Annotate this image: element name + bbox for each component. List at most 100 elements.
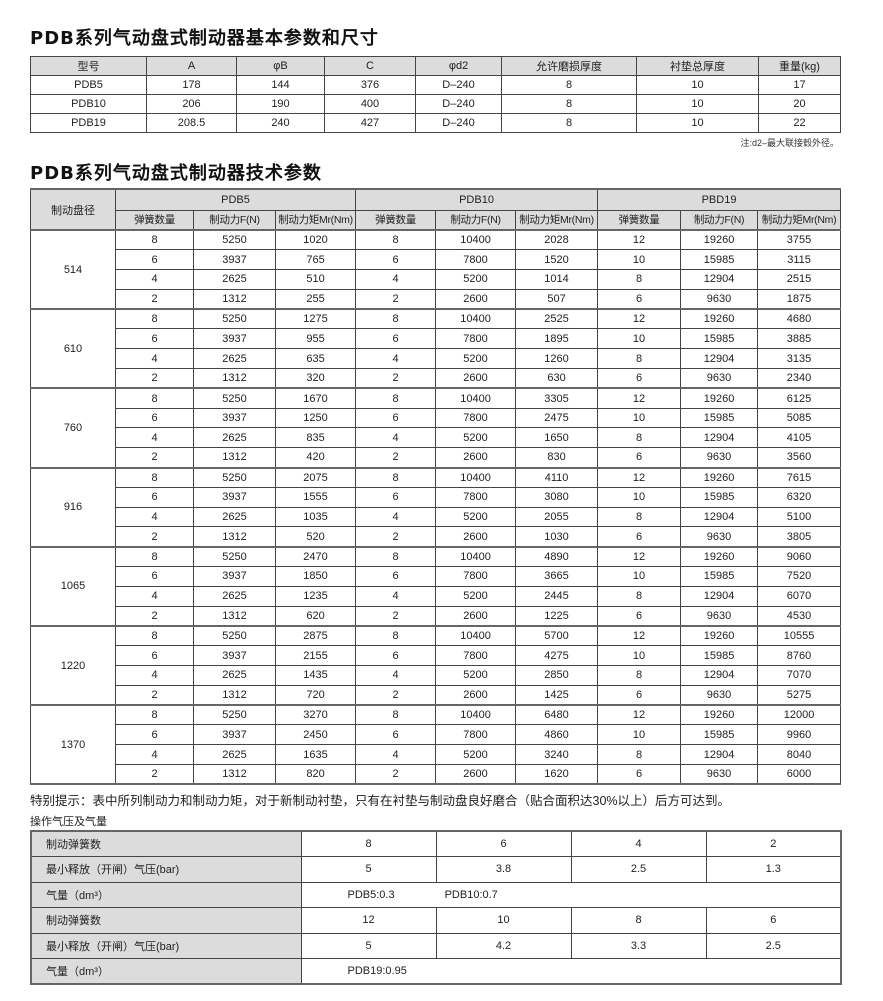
- table-cell: 8: [355, 624, 437, 647]
- table-cell: 2.5: [570, 856, 707, 883]
- table-cell: 4.2: [435, 932, 572, 959]
- table-cell: 4860: [515, 724, 599, 746]
- table-cell: 2625: [193, 744, 276, 766]
- table-cell: 2: [355, 447, 437, 469]
- table-cell: 620: [274, 605, 357, 627]
- table-cell: 3115: [757, 249, 842, 271]
- table-cell: 5275: [757, 684, 842, 706]
- table-row: 6 3937 765 6 7800 1520 10 15985 3115: [31, 249, 842, 271]
- table-cell: 208.5: [146, 113, 237, 133]
- table-cell: 10400: [435, 466, 517, 488]
- table-cell: 4890: [515, 545, 599, 568]
- pressure-row: 最小释放（开闸）气压(bar) 5 3.8 2.5 1.3: [30, 856, 842, 883]
- table-cell: 2625: [193, 427, 276, 449]
- table-cell: 765: [274, 249, 357, 271]
- table-row: 760 8 5250 1670 8 10400 3305 12 19260 6125: [30, 387, 842, 469]
- table-cell: 6480: [515, 704, 599, 726]
- table-cell: 5100: [757, 506, 842, 528]
- table-cell: 4: [355, 506, 437, 528]
- table-row: 4 2625 835 4 5200 1650 8 12904 4105: [31, 427, 842, 449]
- table-cell: 17: [758, 75, 841, 95]
- table-row: 4 2625 1235 4 5200 2445 8 12904 6070: [31, 585, 842, 607]
- disc-diameter-cell: 514: [30, 228, 116, 310]
- table-cell: 635: [274, 348, 357, 370]
- table-cell: 3937: [193, 407, 276, 429]
- table-cell: 2: [355, 605, 437, 627]
- disc-diameter-cell: 1370: [30, 704, 116, 785]
- table-cell: 2600: [435, 526, 517, 548]
- table-cell: 6: [597, 526, 682, 548]
- table-cell: 4: [355, 427, 437, 449]
- table-cell: 9630: [680, 764, 759, 785]
- table-cell: 2600: [435, 288, 517, 310]
- table-cell: 2470: [274, 545, 357, 568]
- table-cell: 8: [115, 387, 194, 409]
- table-cell: 12904: [680, 427, 759, 449]
- table-cell: 3240: [515, 744, 599, 766]
- table-cell: 15985: [680, 566, 759, 587]
- table-cell: 1520: [515, 249, 599, 271]
- table-row: PDB10 206 190 400 D–240 8 10 20: [30, 94, 841, 114]
- disc-diameter-cell: 916: [30, 466, 116, 548]
- table-cell: 10555: [757, 624, 842, 647]
- table-cell: 1235: [274, 585, 357, 607]
- technical-params-table: 制动盘径 PDB5 PDB10 PBD19 弹簧数量 制动力F(N) 制动力矩Mr(Nm) 弹…: [30, 188, 842, 786]
- table-cell: 6070: [757, 585, 842, 607]
- table-cell: 4: [115, 665, 194, 686]
- table-cell: 1650: [515, 427, 599, 449]
- table-row: 2 1312 420 2 2600 830 6 9630 3560: [31, 447, 842, 469]
- table-cell: 12904: [680, 585, 759, 607]
- table-cell: 15985: [680, 328, 759, 350]
- table-cell: 3135: [757, 348, 842, 370]
- table-cell: 3080: [515, 486, 599, 508]
- table-cell: 8: [355, 387, 437, 409]
- table-cell: 6: [115, 724, 194, 746]
- table-cell: 320: [274, 368, 357, 389]
- table-cell: 15985: [680, 407, 759, 429]
- table-cell: 19260: [680, 624, 759, 647]
- table-cell: 10400: [435, 704, 517, 726]
- table-row: 2 1312 520 2 2600 1030 6 9630 3805: [31, 526, 842, 548]
- table-cell: 8760: [757, 645, 842, 667]
- disc-diameter-cell: 760: [30, 387, 116, 469]
- table-cell: D–240: [415, 113, 502, 133]
- springs-label: 制动弹簧数: [30, 830, 302, 857]
- table-cell: 4: [115, 348, 194, 370]
- table-cell: 2625: [193, 348, 276, 370]
- table-cell: 10: [597, 486, 682, 508]
- table-cell: 2: [115, 368, 194, 389]
- table-cell: 4: [115, 269, 194, 290]
- table-row: 6 3937 1850 6 7800 3665 10 15985 7520: [31, 566, 842, 587]
- table-cell: 2450: [274, 724, 357, 746]
- table-cell: 6: [355, 328, 437, 350]
- table-cell: 7615: [757, 466, 842, 488]
- table-row: 6 3937 2450 6 7800 4860 10 15985 9960: [31, 724, 842, 746]
- table-cell: 6320: [757, 486, 842, 508]
- table-cell: 3937: [193, 566, 276, 587]
- table-cell: 12904: [680, 744, 759, 766]
- air-pressure-table: 制动弹簧数 8 6 4 2 最小释放（开闸）气压(bar) 5 3.8 2.5 1.3 气量（dm³…: [30, 830, 842, 985]
- springs-row: 制动弹簧数 8 6 4 2: [30, 830, 842, 857]
- table-cell: 19260: [680, 387, 759, 409]
- table-cell: 630: [515, 368, 599, 389]
- table-cell: 6: [355, 486, 437, 508]
- table-cell: 12: [597, 704, 682, 726]
- table-cell: 4: [115, 506, 194, 528]
- table-cell: 5200: [435, 585, 517, 607]
- sub-header: 制动力F(N): [680, 209, 759, 231]
- table-cell: 12904: [680, 506, 759, 528]
- table-cell: 3937: [193, 724, 276, 746]
- table-cell: 20: [758, 94, 841, 114]
- table-row: 1370 8 5250 3270 8 10400 6480 12 19260 12000: [30, 704, 842, 785]
- table-cell: 5200: [435, 269, 517, 290]
- table-cell: 4530: [757, 605, 842, 627]
- air-volume-value: PDB5:0.3: [347, 888, 395, 901]
- table-cell: 10: [636, 113, 759, 133]
- table-cell: 8: [501, 94, 637, 114]
- table-cell: 2850: [515, 665, 599, 686]
- table-cell: 5085: [757, 407, 842, 429]
- table-cell: 6: [115, 249, 194, 271]
- air-volume-row: 气量（dm³） PDB5:0.3 PDB10:0.7: [30, 881, 842, 908]
- table-cell: 6: [435, 830, 572, 857]
- sub-header: 制动力F(N): [193, 209, 276, 231]
